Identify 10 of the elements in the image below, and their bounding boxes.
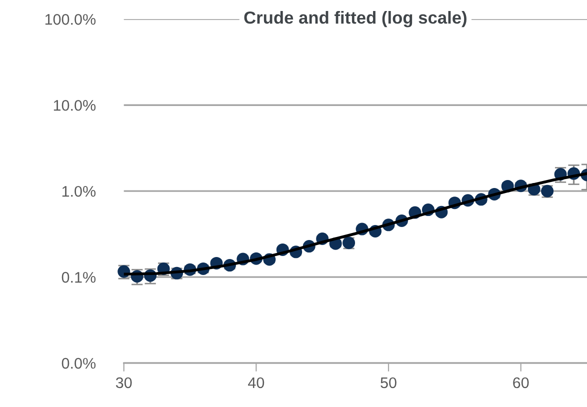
y-tick-label: 0.0% [62, 358, 96, 369]
y-tick-label: 0.1% [62, 272, 96, 283]
y-tick-label: 10.0% [54, 100, 96, 111]
x-tick-label: 60 [513, 377, 529, 388]
y-tick-label: 1.0% [62, 186, 96, 197]
chart-title: Crude and fitted (log scale) [244, 11, 466, 28]
y-tick-label: 100.0% [45, 14, 96, 25]
x-tick-label: 50 [380, 377, 396, 388]
x-tick-label: 40 [248, 377, 264, 388]
x-tick-label: 30 [116, 377, 132, 388]
